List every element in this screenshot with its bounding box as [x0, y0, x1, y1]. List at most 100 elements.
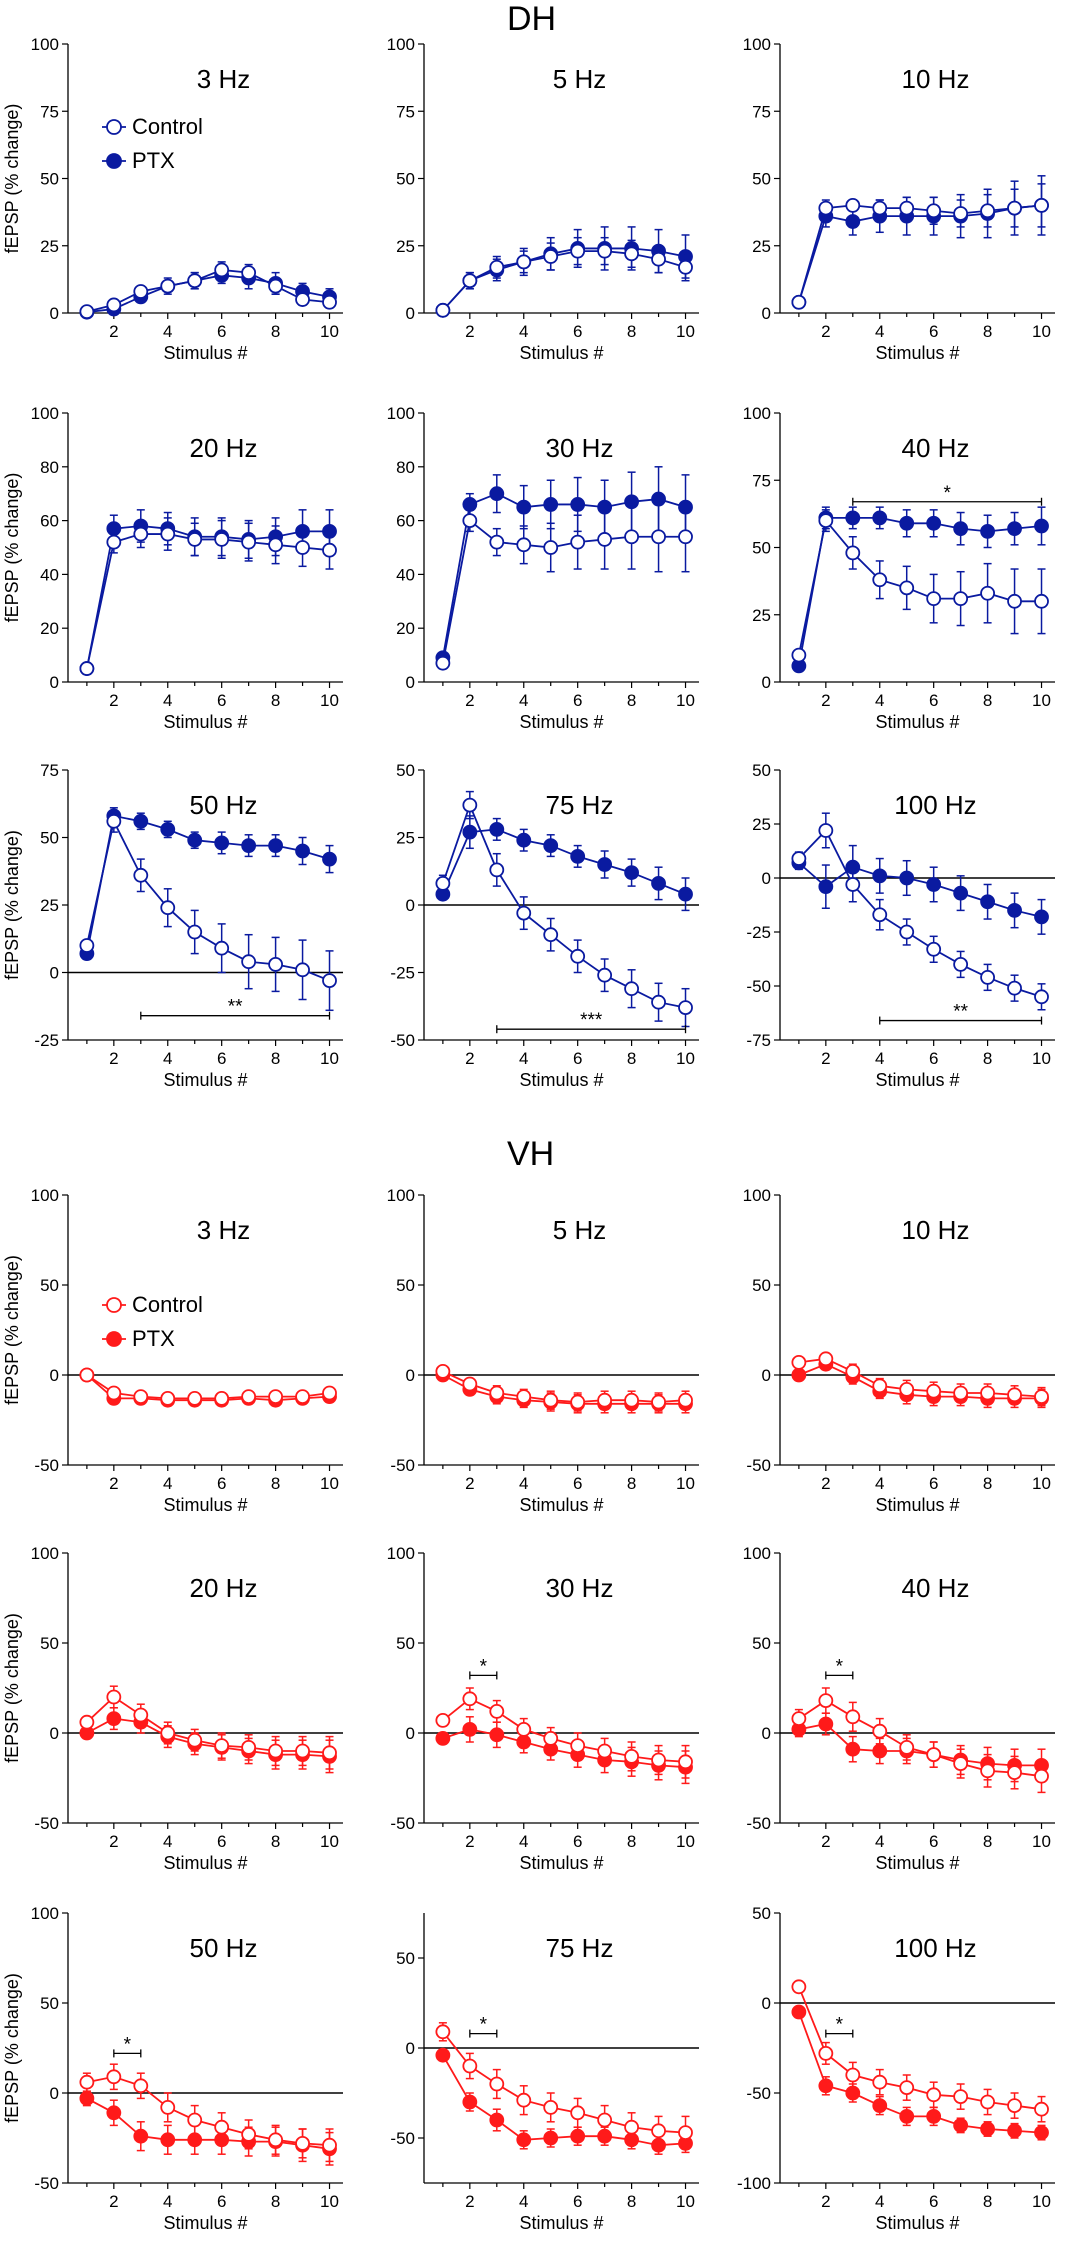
- data-point: [133, 813, 149, 829]
- data-point: [651, 2123, 666, 2139]
- data-point: [1007, 1765, 1022, 1781]
- x-tick-label: 4: [163, 1832, 172, 1851]
- series-line: [85, 818, 330, 982]
- data-point: [462, 824, 478, 840]
- data-point: [953, 2089, 969, 2105]
- data-point: [1007, 521, 1022, 537]
- x-tick-label: 2: [109, 1474, 118, 1493]
- series-line: [798, 1363, 1042, 1400]
- data-point: [624, 865, 639, 880]
- data-point: [489, 534, 505, 550]
- series-ptx: [79, 2090, 337, 2166]
- data-point: [597, 2112, 613, 2128]
- data-point: [543, 2099, 559, 2115]
- x-tick-label: 4: [875, 2192, 884, 2211]
- data-point: [899, 2080, 915, 2096]
- series-line: [798, 204, 1042, 303]
- x-tick-label: 8: [983, 322, 992, 341]
- data-point: [624, 1392, 639, 1408]
- chart-title: 5 Hz: [553, 64, 606, 94]
- series-line: [86, 2097, 330, 2150]
- x-tick-label: 6: [217, 1049, 226, 1068]
- data-point: [624, 246, 639, 262]
- data-point: [1007, 2123, 1022, 2139]
- series-ptx: [791, 844, 1049, 935]
- series-line: [798, 828, 1042, 998]
- data-point: [322, 2137, 337, 2153]
- data-point: [322, 294, 337, 310]
- y-tick-label: 50: [40, 829, 59, 848]
- y-tick-label: 0: [762, 1366, 771, 1385]
- data-point: [899, 924, 915, 940]
- x-tick-label: 6: [573, 1832, 582, 1851]
- data-point: [106, 1385, 122, 1401]
- x-tick-label: 4: [875, 322, 884, 341]
- data-point: [462, 273, 478, 289]
- data-point: [570, 243, 586, 259]
- chart-panel-vh-75hz: -50 0 50 2 4 6 8 10 Stimulus # 75 Hz *: [358, 1903, 713, 2243]
- y-tick-label: 100: [31, 35, 59, 54]
- y-tick-label: 80: [396, 458, 415, 477]
- chart-panel-dh-10hz: 0 25 50 75 100 2 4 6 8 10 Stimulus # 10 Hz: [714, 34, 1065, 373]
- series-ptx: [435, 226, 693, 318]
- x-tick-label: 4: [163, 691, 172, 710]
- series-control: [79, 2063, 337, 2163]
- chart-title: 20 Hz: [190, 433, 258, 463]
- data-point: [791, 1979, 807, 1995]
- data-point: [106, 2069, 122, 2085]
- data-point: [926, 1747, 942, 1763]
- chart-title: 3 Hz: [197, 1215, 250, 1245]
- y-tick-label: -50: [746, 1814, 771, 1833]
- data-point: [651, 529, 666, 545]
- y-tick-label: -50: [34, 2174, 59, 2193]
- series-line: [798, 1357, 1042, 1398]
- data-point: [214, 2119, 230, 2135]
- data-point: [1034, 909, 1049, 925]
- y-axis-label: fEPSP (% change): [2, 104, 22, 254]
- data-point: [295, 2135, 310, 2151]
- x-tick-label: 10: [1032, 1049, 1051, 1068]
- legend-marker: [106, 153, 122, 169]
- data-point: [79, 2074, 95, 2090]
- x-tick-label: 6: [929, 1832, 938, 1851]
- data-point: [872, 868, 888, 884]
- chart-title: 50 Hz: [190, 1933, 258, 1963]
- series-control: [791, 1687, 1049, 1794]
- significance-stars: *: [480, 2015, 488, 2036]
- chart-title: 100 Hz: [894, 790, 976, 820]
- data-point: [462, 497, 478, 512]
- chart-svg: 0 25 50 75 100 2 4 6 8 10 Stimulus # fEPSP (% chang…: [2, 35, 343, 363]
- data-point: [818, 200, 834, 216]
- data-point: [543, 249, 559, 264]
- legend-label: PTX: [132, 148, 175, 173]
- data-point: [489, 259, 505, 275]
- data-point: [899, 1381, 915, 1397]
- y-tick-label: 100: [743, 35, 771, 54]
- data-point: [872, 572, 888, 588]
- series-ptx: [79, 1707, 337, 1774]
- series-control: [791, 1979, 1049, 2123]
- x-tick-label: 2: [465, 322, 474, 341]
- data-point: [570, 2128, 586, 2144]
- x-axis-label: Stimulus #: [163, 1495, 247, 1515]
- significance-stars: *: [836, 2015, 844, 2036]
- data-point: [435, 2024, 451, 2040]
- data-point: [133, 2128, 149, 2144]
- chart-panel-dh-3hz: 0 25 50 75 100 2 4 6 8 10 Stimulus # fEPSP (% chang…: [2, 34, 357, 373]
- data-point: [953, 206, 969, 221]
- data-point: [543, 540, 559, 555]
- series-ptx: [791, 506, 1049, 674]
- data-point: [435, 655, 451, 671]
- chart-title: 75 Hz: [546, 790, 614, 820]
- data-point: [435, 876, 451, 891]
- y-tick-label: 25: [752, 606, 771, 625]
- chart-panel-vh-100hz: -100 -50 0 50 2 4 6 8 10 Stimulus # 100 Hz *: [714, 1903, 1065, 2243]
- legend: Control PTX: [102, 114, 203, 173]
- data-point: [516, 2092, 532, 2108]
- series-line: [85, 533, 330, 669]
- y-tick-label: 50: [752, 1904, 771, 1923]
- data-point: [651, 1394, 666, 1410]
- data-point: [597, 1743, 613, 1759]
- data-point: [678, 1000, 693, 1016]
